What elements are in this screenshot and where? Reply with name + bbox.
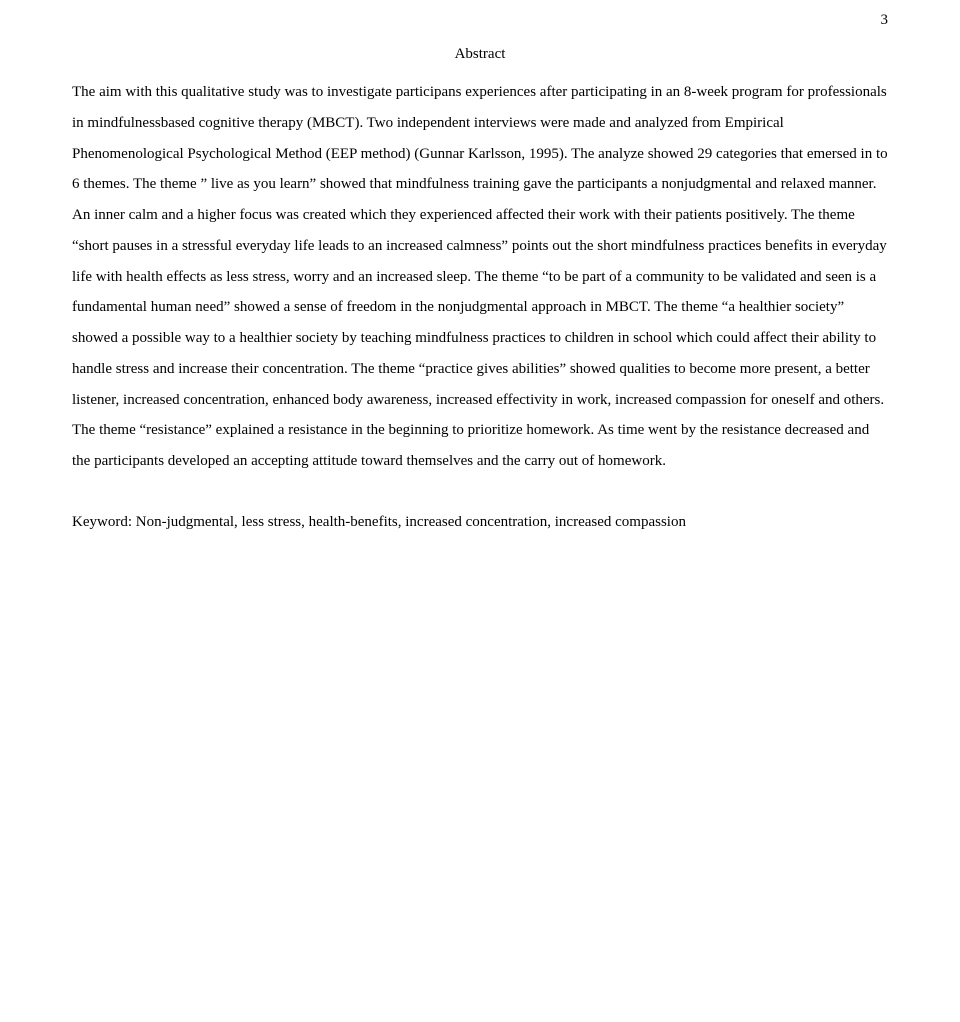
keywords: Keyword: Non-judgmental, less stress, he… — [72, 507, 888, 538]
page-number: 3 — [881, 12, 889, 29]
abstract-body: The aim with this qualitative study was … — [72, 77, 888, 477]
abstract-heading: Abstract — [72, 46, 888, 63]
